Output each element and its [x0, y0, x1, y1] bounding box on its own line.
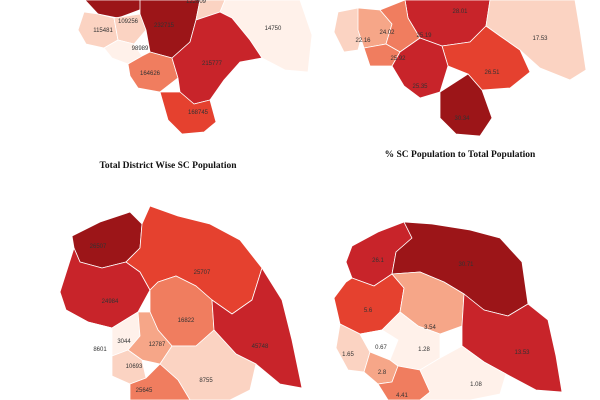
- label-bl-0: 26507: [90, 244, 107, 250]
- map-bottom-left: 26507 24984 25707 16822 8601 3044 12787 …: [59, 205, 303, 400]
- label-br-3: 3.54: [424, 325, 436, 331]
- label-tr-2: 22.16: [355, 38, 371, 44]
- label-bl-5: 3044: [117, 339, 131, 345]
- region-tr-south: [439, 73, 493, 137]
- label-tr-5: 17.53: [532, 36, 548, 42]
- label-tr-1: 24.02: [379, 30, 395, 36]
- label-tl-7: 215777: [202, 61, 223, 67]
- label-br-1: 30.71: [458, 262, 474, 268]
- label-bl-6: 12787: [149, 342, 166, 348]
- label-tl-0: 122609: [186, 0, 207, 5]
- region-bl-west-white: [61, 309, 113, 367]
- label-br-4: 1.65: [342, 352, 354, 358]
- region-bl-south: [129, 363, 191, 400]
- label-tl-5: 14750: [265, 26, 282, 32]
- label-bl-9: 8755: [199, 378, 213, 384]
- label-bl-3: 16822: [178, 318, 195, 324]
- label-br-10: 1.08: [470, 382, 482, 388]
- map-percent-sc-population: 28.01 24.02 22.16 25.19 25.92 17.53 26.5…: [333, 0, 587, 137]
- label-bl-2: 25707: [194, 270, 211, 276]
- label-tr-7: 25.35: [412, 84, 428, 90]
- label-tr-0: 28.01: [452, 9, 468, 15]
- label-br-6: 1.28: [418, 347, 430, 353]
- label-br-9: 4.41: [396, 393, 408, 399]
- label-bl-1: 24984: [102, 299, 119, 305]
- label-bl-8: 45748: [252, 344, 269, 350]
- map-bottom-right: 26.1 30.71 5.6 3.54 1.65 0.67 1.28 13.53…: [333, 221, 563, 400]
- label-tr-6: 26.51: [484, 70, 500, 76]
- label-br-7: 13.53: [514, 350, 530, 356]
- label-br-2: 5.6: [364, 308, 373, 314]
- region-tl-southeast: [171, 11, 263, 105]
- region-tl-north: [84, 0, 151, 19]
- caption-percent-sc: % SC Population to Total Population: [385, 150, 536, 160]
- label-tl-8: 168745: [188, 110, 209, 116]
- caption-total-sc: Total District Wise SC Population: [99, 161, 237, 171]
- label-br-5: 0.67: [375, 345, 387, 351]
- label-tr-3: 25.19: [416, 33, 432, 39]
- label-tl-6: 164626: [140, 71, 161, 77]
- label-bl-7: 10693: [126, 364, 143, 370]
- region-tl-south: [159, 91, 217, 135]
- region-tl-mid: [113, 13, 147, 45]
- label-tl-4: 98989: [132, 46, 149, 52]
- label-bl-10: 25645: [136, 388, 153, 394]
- label-tr-8: 30.34: [454, 116, 470, 122]
- label-br-8: 2.8: [378, 370, 387, 376]
- region-tr-center: [441, 25, 531, 91]
- label-tl-1: 109256: [118, 19, 139, 25]
- region-br-southeast: [419, 345, 507, 400]
- label-br-0: 26.1: [372, 258, 384, 264]
- map-total-sc-population: 122609 109256 115481 232715 98989 14750 …: [77, 0, 313, 135]
- label-tl-2: 115481: [93, 28, 113, 34]
- label-tl-3: 232715: [154, 23, 175, 29]
- label-tr-4: 25.92: [390, 56, 406, 62]
- label-bl-4: 8601: [93, 347, 107, 353]
